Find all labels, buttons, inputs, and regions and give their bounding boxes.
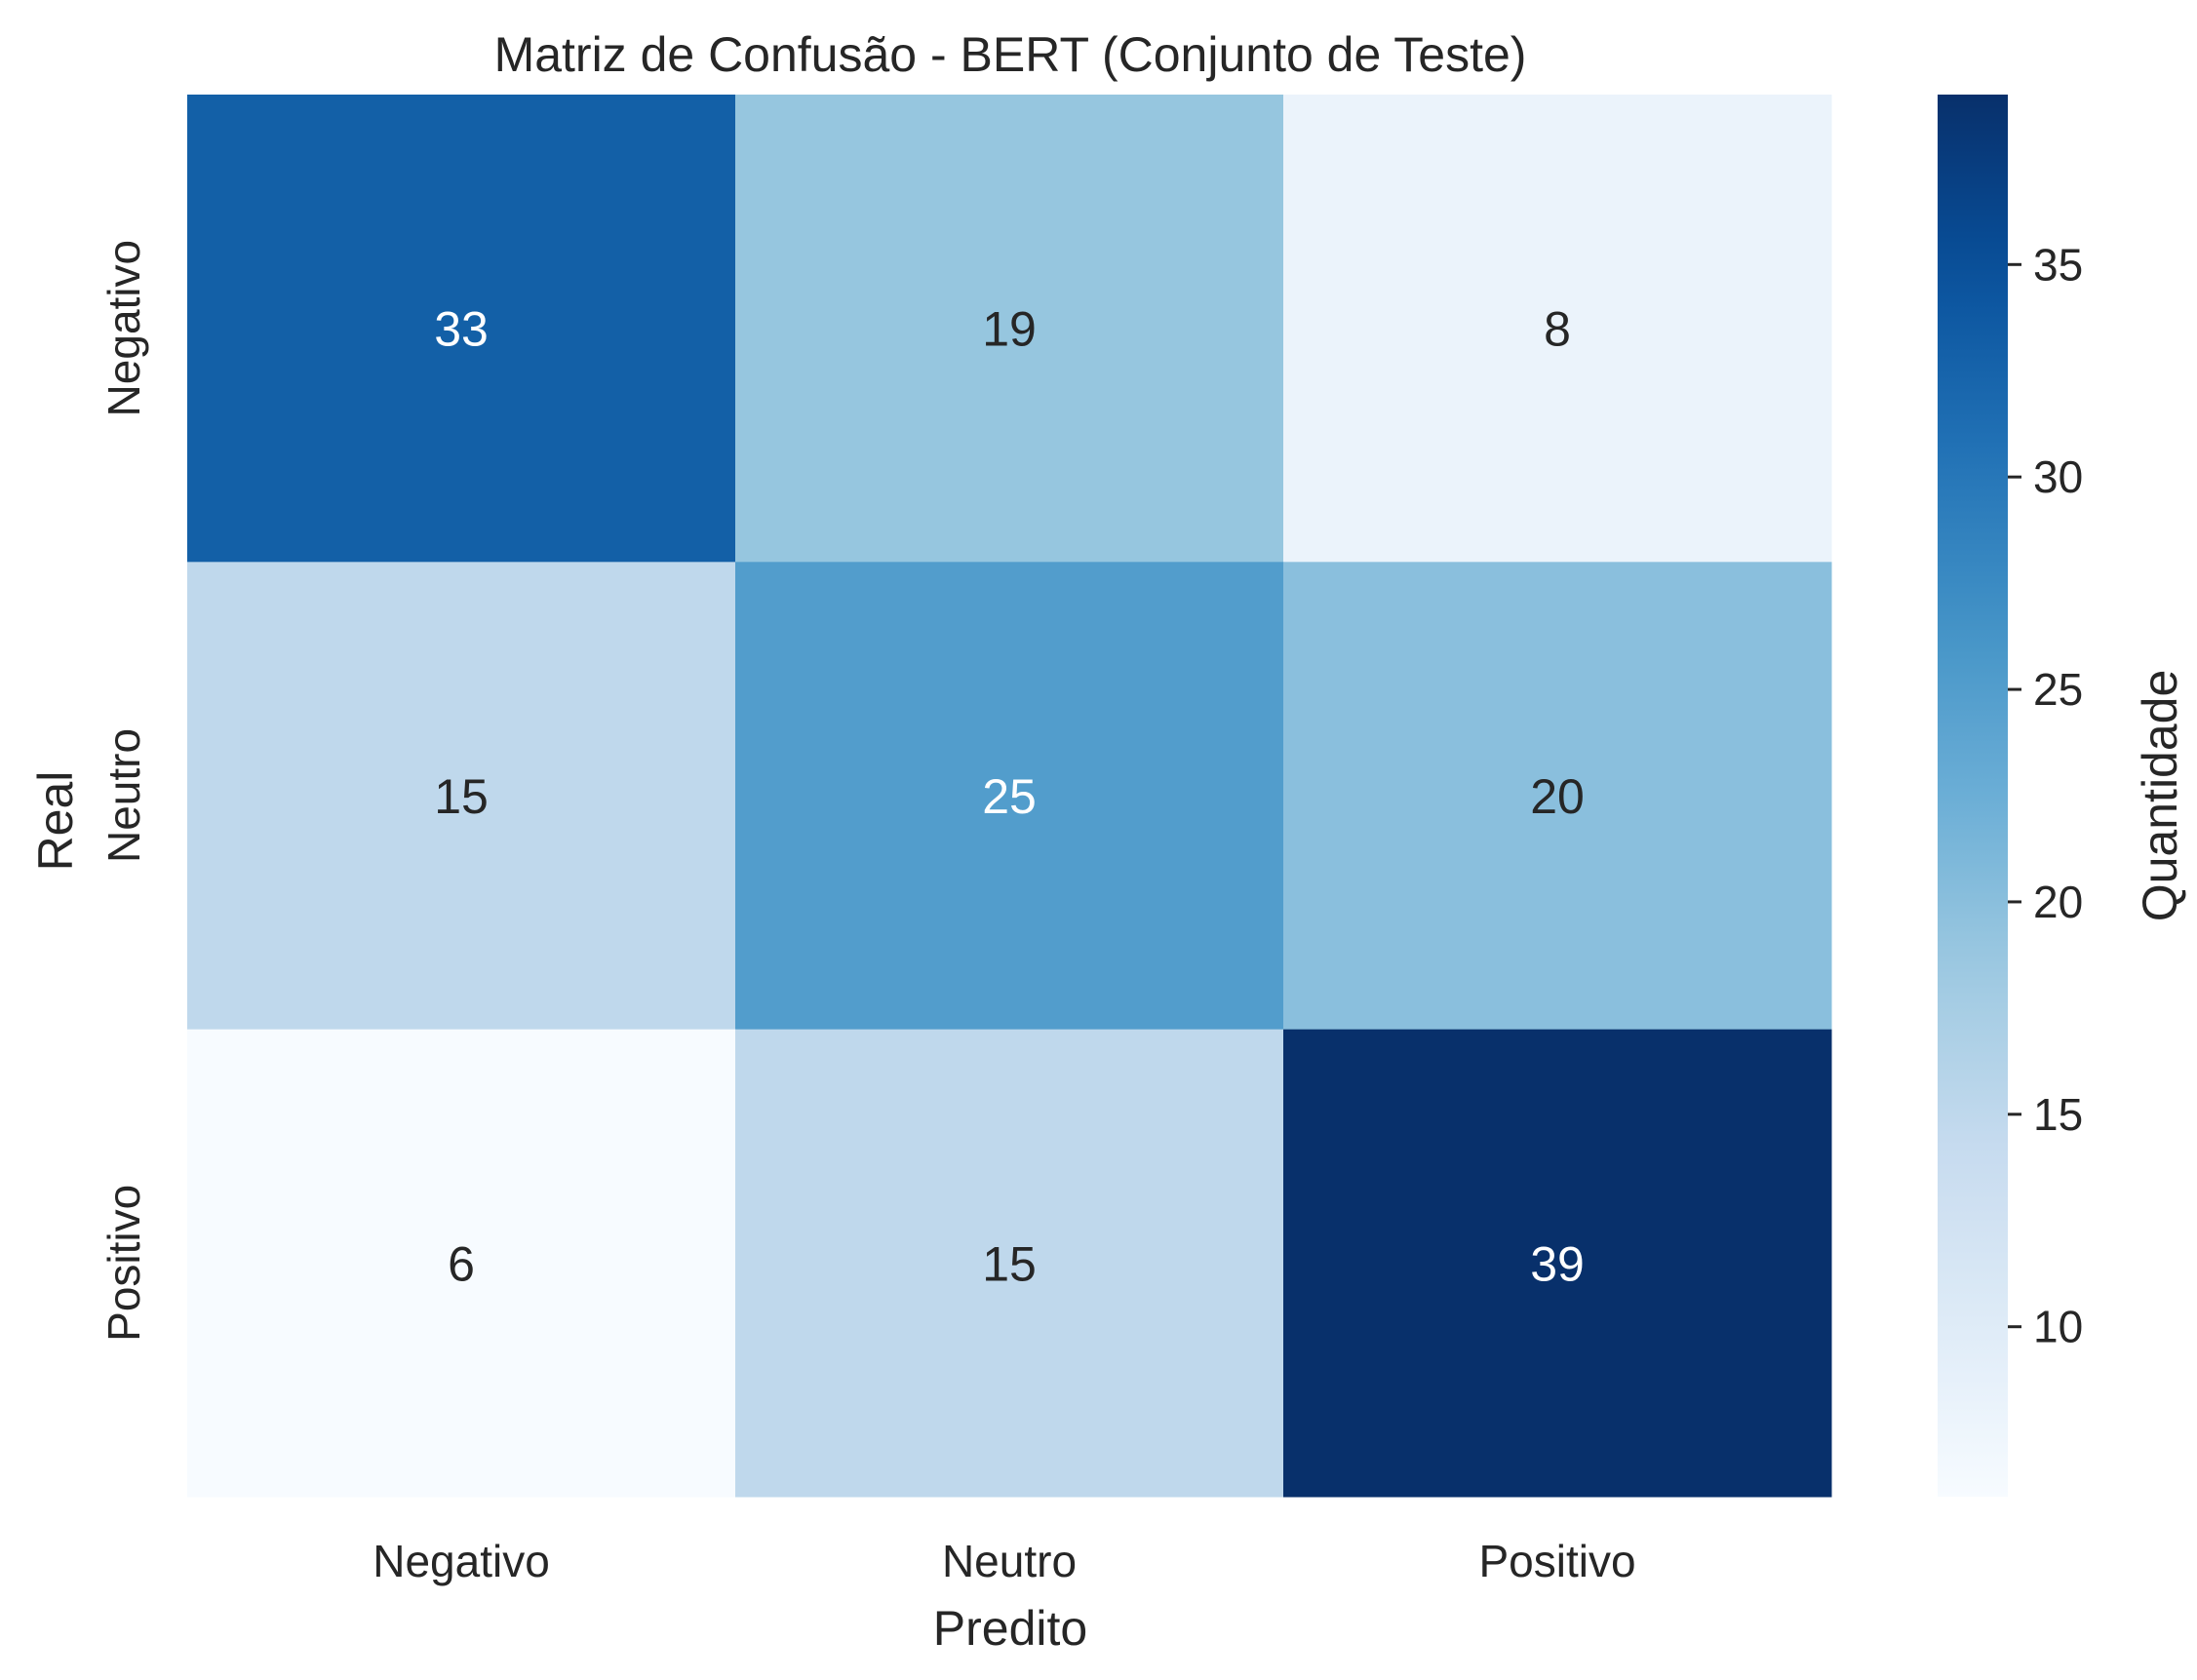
heatmap-cell-r0-c0 (187, 95, 736, 563)
heatmap-cell-r0-c2 (1283, 95, 1832, 563)
colorbar-tick-label-5: 35 (2033, 239, 2083, 290)
x-tick-label-1: Neutro (942, 1536, 1077, 1586)
heatmap-cell-r0-c1 (735, 95, 1284, 563)
y-tick-label-2: Positivo (98, 1185, 149, 1342)
cell-value-r1-c1: 25 (982, 769, 1037, 824)
y-axis-label: Real (28, 771, 83, 872)
cell-value-r0-c1: 19 (982, 302, 1037, 357)
heatmap-cell-r2-c0 (187, 1029, 736, 1498)
colorbar-tick-label-4: 30 (2033, 451, 2083, 502)
x-tick-label-2: Positivo (1478, 1536, 1635, 1586)
heatmap-cells (187, 95, 1832, 1498)
colorbar-tick-label-0: 10 (2033, 1302, 2083, 1352)
cell-value-r0-c2: 8 (1544, 302, 1571, 357)
cell-value-r2-c0: 6 (448, 1236, 475, 1291)
colorbar-tick-label-2: 20 (2033, 877, 2083, 927)
heatmap-cell-r2-c1 (735, 1029, 1284, 1498)
colorbar-label: Quantidade (2133, 670, 2187, 922)
cell-value-labels: 33 19 8 15 25 20 6 15 39 (434, 302, 1585, 1292)
cell-value-r0-c0: 33 (434, 302, 489, 357)
heatmap-cell-r2-c2 (1283, 1029, 1832, 1498)
colorbar-tick-label-3: 25 (2033, 664, 2083, 715)
heatmap-cell-r1-c0 (187, 562, 736, 1031)
colorbar-tick-label-1: 15 (2033, 1089, 2083, 1140)
x-tick-labels: Negativo Neutro Positivo (373, 1536, 1635, 1586)
y-tick-labels: Negativo Neutro Positivo (98, 240, 149, 1342)
colorbar (1938, 95, 2008, 1497)
cell-value-r1-c0: 15 (434, 769, 489, 824)
chart-title: Matriz de Confusão - BERT (Conjunto de T… (494, 27, 1527, 82)
cell-value-r2-c1: 15 (982, 1236, 1037, 1291)
x-axis-label: Predito (933, 1601, 1087, 1656)
cell-value-r1-c2: 20 (1530, 769, 1585, 824)
heatmap-cell-r1-c2 (1283, 562, 1832, 1031)
heatmap-cell-r1-c1 (735, 562, 1284, 1031)
y-tick-label-0: Negativo (98, 240, 149, 417)
x-tick-label-0: Negativo (373, 1536, 550, 1586)
cell-value-r2-c2: 39 (1530, 1236, 1585, 1291)
y-tick-label-1: Neutro (98, 728, 149, 863)
colorbar-ticks: 10 15 20 25 30 35 (2008, 239, 2083, 1352)
